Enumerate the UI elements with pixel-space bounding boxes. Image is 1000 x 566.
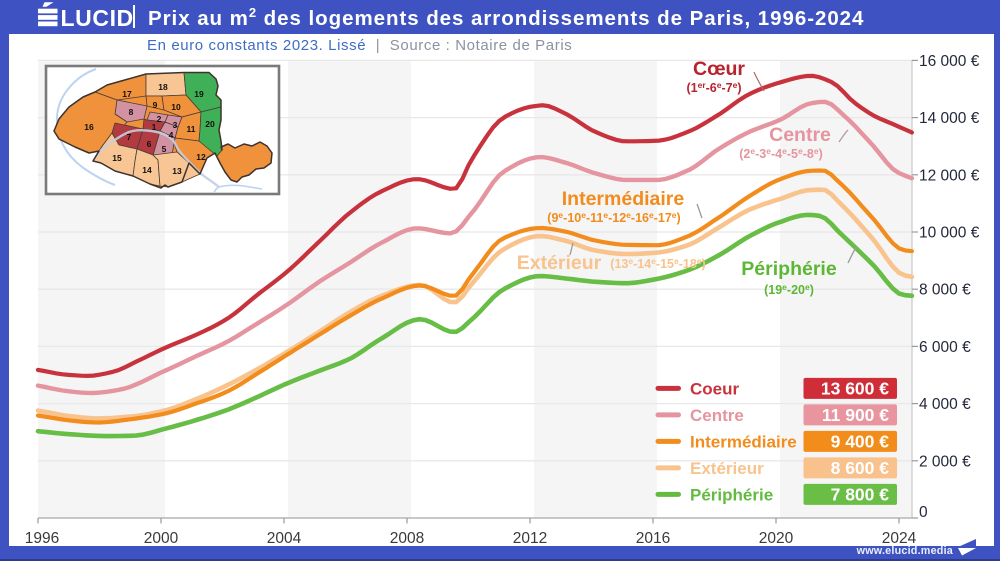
svg-text:2012: 2012 [513, 530, 547, 547]
svg-text:4: 4 [169, 130, 174, 140]
svg-text:15: 15 [112, 153, 122, 163]
svg-text:(19e-20e): (19e-20e) [764, 282, 814, 297]
svg-text:4 000 €: 4 000 € [919, 396, 971, 413]
svg-text:Extérieur: Extérieur [517, 252, 602, 274]
svg-text:9: 9 [153, 100, 158, 110]
svg-text:2024: 2024 [882, 530, 917, 547]
svg-text:(13e-14e-15e-18e): (13e-14e-15e-18e) [610, 256, 705, 271]
svg-text:13 600 €: 13 600 € [821, 378, 889, 398]
svg-text:20: 20 [205, 119, 215, 129]
svg-text:11: 11 [187, 124, 196, 134]
svg-text:14 000 €: 14 000 € [919, 110, 980, 127]
svg-text:8: 8 [129, 107, 134, 117]
svg-text:Centre: Centre [690, 406, 744, 425]
svg-text:11 900 €: 11 900 € [822, 405, 889, 425]
svg-text:Intermédiaire: Intermédiaire [562, 188, 685, 210]
svg-text:Périphérie: Périphérie [741, 258, 837, 280]
svg-text:(2e-3e-4e-5e-8e): (2e-3e-4e-5e-8e) [739, 146, 822, 161]
svg-text:16: 16 [84, 122, 94, 132]
svg-text:2000: 2000 [144, 530, 179, 547]
svg-text:17: 17 [122, 89, 132, 99]
svg-text:10 000 €: 10 000 € [919, 225, 980, 242]
svg-text:14: 14 [142, 165, 152, 175]
svg-text:2016: 2016 [636, 530, 670, 547]
svg-text:7 800 €: 7 800 € [831, 484, 890, 504]
svg-text:12: 12 [196, 152, 206, 162]
svg-text:Coeur: Coeur [690, 379, 740, 398]
svg-text:3: 3 [173, 120, 178, 130]
svg-text:19: 19 [194, 89, 204, 99]
svg-text:8 000 €: 8 000 € [919, 282, 971, 299]
svg-text:6: 6 [147, 139, 152, 149]
svg-text:13: 13 [172, 166, 182, 176]
svg-text:LUCID: LUCID [61, 5, 134, 31]
svg-text:2008: 2008 [390, 530, 424, 547]
svg-text:Périphérie: Périphérie [690, 485, 773, 504]
svg-text:2: 2 [157, 114, 162, 124]
svg-text:1996: 1996 [25, 530, 59, 547]
svg-text:1: 1 [152, 122, 157, 132]
svg-text:12 000 €: 12 000 € [919, 167, 980, 184]
svg-text:Extérieur: Extérieur [690, 459, 764, 478]
svg-text:2 000 €: 2 000 € [919, 453, 971, 470]
svg-text:5: 5 [162, 144, 167, 154]
svg-text:8 600 €: 8 600 € [831, 458, 890, 478]
svg-text:7: 7 [127, 132, 132, 142]
svg-text:6 000 €: 6 000 € [919, 339, 971, 356]
svg-text:Intermédiaire: Intermédiaire [690, 432, 797, 451]
svg-text:9 400 €: 9 400 € [831, 431, 890, 451]
svg-text:2004: 2004 [267, 530, 302, 547]
svg-text:10: 10 [171, 102, 181, 112]
svg-text:0: 0 [919, 504, 928, 521]
svg-text:16 000 €: 16 000 € [919, 53, 980, 70]
svg-text:18: 18 [158, 82, 168, 92]
svg-text:Centre: Centre [769, 124, 831, 146]
svg-text:2020: 2020 [759, 530, 794, 547]
svg-text:Cœur: Cœur [693, 58, 745, 80]
svg-text:(9e-10e-11e-12e-16e-17e): (9e-10e-11e-12e-16e-17e) [547, 210, 680, 225]
